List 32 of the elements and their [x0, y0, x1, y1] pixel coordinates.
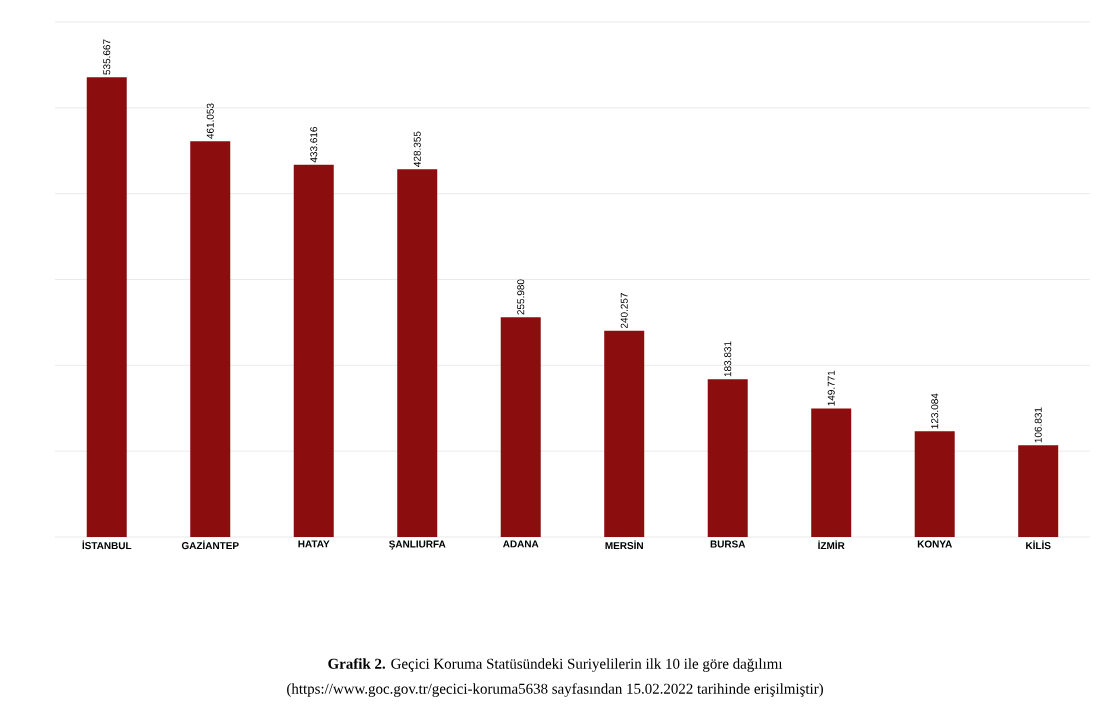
x-tick-label: HATAY — [298, 540, 330, 548]
data-label: 428.355 — [413, 131, 421, 167]
data-label: 433.616 — [310, 127, 318, 163]
bar — [914, 431, 955, 537]
bar — [707, 379, 748, 537]
data-label: 461.053 — [206, 103, 214, 139]
x-tick-label: KİLİS — [1026, 540, 1051, 550]
data-label: 149.771 — [827, 370, 835, 406]
bar — [397, 169, 438, 537]
data-label: 106.831 — [1034, 407, 1042, 443]
x-tick-label: MERSİN — [605, 540, 643, 550]
data-label: 123.084 — [931, 393, 939, 429]
data-label: 535.667 — [103, 39, 111, 75]
bar — [190, 141, 231, 537]
bar — [1018, 445, 1059, 537]
data-label: 240.257 — [620, 293, 628, 329]
bar — [86, 77, 127, 537]
data-label: 183.831 — [724, 341, 732, 377]
bar — [604, 330, 645, 537]
x-tick-label: GAZİANTEP — [181, 540, 239, 550]
x-tick-label: İSTANBUL — [82, 540, 132, 550]
bar — [293, 164, 334, 537]
x-tick-label: BURSA — [710, 540, 746, 548]
x-tick-label: ADANA — [502, 540, 539, 548]
bar — [500, 317, 541, 537]
x-tick-label: ŞANLIURFA — [389, 540, 446, 550]
data-label: 255.980 — [517, 279, 525, 315]
text: (https://www.goc.gov.tr/gecici-koruma5638 sayfasından 15.02.2022 tarihinde erişilmiştir) — [287, 683, 823, 697]
text: Grafik 2. Geçici Koruma Statüsündeki Suriyelilerin ilk 10 ile göre dağılımı — [328, 658, 783, 672]
x-tick-label: KONYA — [917, 540, 952, 548]
x-tick-label: İZMİR — [818, 540, 845, 550]
bar — [811, 408, 852, 537]
